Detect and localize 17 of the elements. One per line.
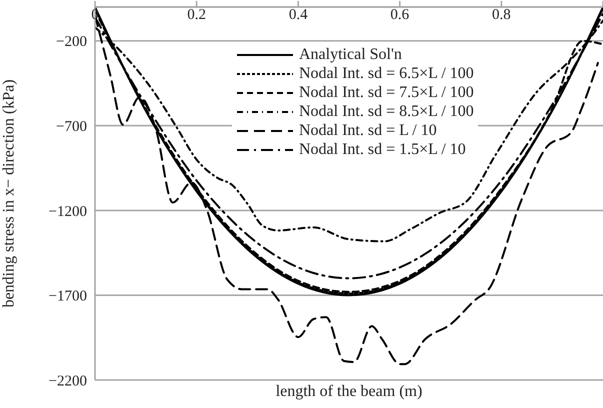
y-axis-title: bending stress in x− direction (kPa) <box>0 79 18 308</box>
y-tick-label: −1200 <box>48 204 87 220</box>
x-tick-label: 0.8 <box>492 7 511 23</box>
legend-label: Analytical Sol'n <box>299 46 402 64</box>
legend-label: Nodal Int. sd = 6.5×L / 100 <box>299 64 474 82</box>
legend-label: Nodal Int. sd = L / 10 <box>299 122 437 140</box>
y-tick-label: −2200 <box>48 373 87 390</box>
legend-label: Nodal Int. sd = 8.5×L / 100 <box>299 102 474 120</box>
legend-label: Nodal Int. sd = 1.5×L / 10 <box>299 140 466 158</box>
x-tick-label: 0.4 <box>288 7 308 23</box>
y-tick-label: −1700 <box>48 288 87 305</box>
y-tick-label: −700 <box>56 119 87 136</box>
y-tick-label: −200 <box>56 34 87 50</box>
x-tick-label: 0.6 <box>390 7 410 23</box>
x-axis-title: length of the beam (m) <box>274 383 424 401</box>
x-tick-label: 0.2 <box>187 7 206 23</box>
legend-label: Nodal Int. sd = 7.5×L / 100 <box>299 84 474 102</box>
